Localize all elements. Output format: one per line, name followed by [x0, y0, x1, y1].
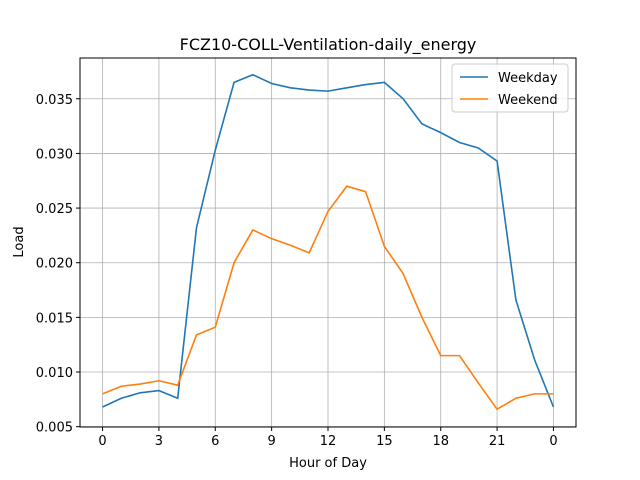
x-tick-label: 0 — [98, 434, 106, 449]
y-tick-label: 0.025 — [36, 202, 73, 217]
x-tick-label: 21 — [489, 434, 506, 449]
y-tick-label: 0.015 — [36, 311, 73, 326]
x-tick-label: 3 — [155, 434, 163, 449]
x-axis-label: Hour of Day — [289, 456, 367, 471]
y-axis-label: Load — [12, 226, 27, 257]
x-tick-label: 9 — [267, 434, 275, 449]
x-tick-label: 6 — [211, 434, 219, 449]
y-tick-label: 0.010 — [36, 366, 73, 381]
y-tick-label: 0.030 — [36, 147, 73, 162]
legend-box — [451, 63, 569, 113]
y-tick-label: 0.035 — [36, 93, 73, 108]
y-tick-label: 0.005 — [36, 421, 73, 436]
line-series — [102, 73, 555, 408]
line-series — [102, 185, 554, 411]
plot-frame — [79, 57, 577, 428]
x-tick-label: 0 — [549, 434, 557, 449]
legend-label: Weekend — [498, 93, 558, 108]
x-tick-label: 12 — [320, 434, 337, 449]
x-tick-label: 18 — [432, 434, 449, 449]
y-tick-label: 0.020 — [36, 257, 73, 272]
chart-title: FCZ10-COLL-Ventilation-daily_energy — [180, 35, 477, 55]
x-tick-label: 15 — [376, 434, 393, 449]
legend-label: Weekday — [498, 71, 558, 86]
